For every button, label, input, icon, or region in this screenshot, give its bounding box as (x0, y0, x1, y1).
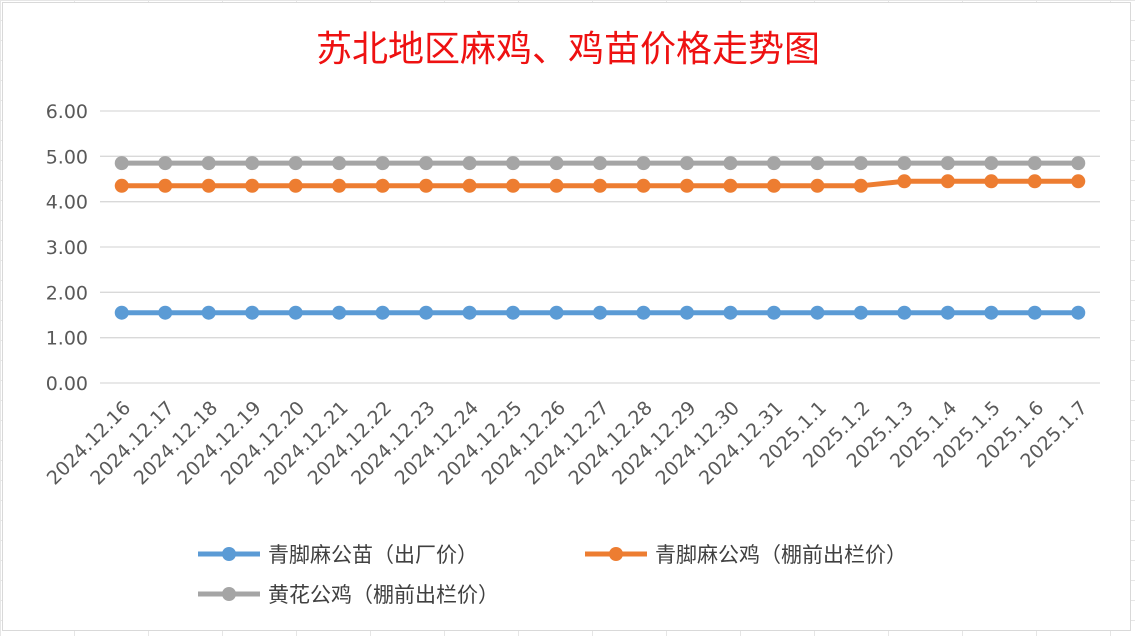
data-point (810, 178, 825, 193)
data-point (853, 305, 868, 320)
data-point (723, 178, 738, 193)
data-point (158, 156, 173, 171)
data-point (984, 305, 999, 320)
data-point (419, 156, 434, 171)
data-point (375, 156, 390, 171)
data-point (1071, 305, 1086, 320)
data-point (593, 156, 607, 171)
data-point (288, 156, 303, 171)
data-point (201, 178, 216, 193)
data-point (723, 156, 738, 171)
data-point (549, 156, 564, 171)
data-point (332, 305, 347, 320)
legend-marker (609, 547, 623, 561)
data-point (636, 305, 651, 320)
data-point (1027, 305, 1042, 320)
legend-label: 青脚麻公鸡（棚前出栏价） (655, 543, 907, 567)
data-point (288, 305, 303, 320)
data-point (940, 305, 955, 320)
data-point (201, 305, 216, 320)
data-point (114, 178, 129, 193)
line-chart: 苏北地区麻鸡、鸡苗价格走势图 0.00 1.00 2.00 3.00 4.00 5.00 6… (43, 29, 1100, 607)
data-point (897, 156, 912, 171)
data-point (245, 156, 260, 171)
y-tick-label: 0.00 (46, 373, 88, 395)
data-point (853, 178, 868, 193)
data-point (549, 305, 564, 320)
data-point (506, 178, 521, 193)
data-point (897, 305, 912, 320)
data-point (506, 305, 521, 320)
data-point (158, 305, 173, 320)
y-tick-label: 1.00 (46, 328, 88, 350)
data-point (375, 178, 390, 193)
data-point (984, 174, 999, 189)
data-point (201, 156, 216, 171)
data-point (984, 156, 999, 171)
data-point (1027, 174, 1042, 189)
data-point (419, 178, 434, 193)
x-axis-ticks: 2024.12.162024.12.172024.12.182024.12.19… (43, 397, 1092, 489)
data-point (114, 305, 129, 320)
y-tick-label: 2.00 (46, 282, 88, 304)
y-tick-label: 4.00 (46, 192, 88, 214)
data-point (766, 178, 781, 193)
y-axis-ticks: 0.00 1.00 2.00 3.00 4.00 5.00 6.00 (46, 101, 88, 395)
y-tick-label: 3.00 (46, 237, 88, 259)
data-point (114, 156, 129, 171)
data-point (636, 178, 651, 193)
legend: 青脚麻公苗（出厂价） 青脚麻公鸡（棚前出栏价） 黄花公鸡（棚前出栏价） (198, 543, 907, 607)
data-point (679, 305, 694, 320)
data-point (940, 174, 955, 189)
legend-marker (222, 587, 236, 601)
data-point (462, 305, 477, 320)
y-tick-label: 5.00 (46, 146, 88, 168)
data-point (810, 156, 825, 171)
data-point (506, 156, 521, 171)
data-point (158, 178, 173, 193)
series-layer (114, 156, 1086, 320)
data-point (245, 305, 260, 320)
data-point (1071, 174, 1086, 189)
legend-label: 黄花公鸡（棚前出栏价） (268, 583, 499, 607)
data-point (679, 156, 694, 171)
data-point (288, 178, 303, 193)
data-point (940, 156, 955, 171)
data-point (897, 174, 912, 189)
chart-title: 苏北地区麻鸡、鸡苗价格走势图 (316, 29, 820, 70)
data-point (810, 305, 825, 320)
data-point (853, 156, 868, 171)
data-point (245, 178, 260, 193)
data-point (766, 305, 781, 320)
data-point (375, 305, 390, 320)
y-tick-label: 6.00 (46, 101, 88, 123)
data-point (462, 156, 477, 171)
legend-label: 青脚麻公苗（出厂价） (268, 543, 478, 567)
data-point (332, 156, 347, 171)
data-point (1071, 156, 1086, 171)
data-point (332, 178, 347, 193)
gridlines (100, 110, 1100, 384)
legend-marker (222, 547, 236, 561)
data-point (549, 178, 564, 193)
data-point (679, 178, 694, 193)
data-point (593, 178, 607, 193)
data-point (723, 305, 738, 320)
data-point (766, 156, 781, 171)
data-point (1027, 156, 1042, 171)
data-point (419, 305, 434, 320)
data-point (636, 156, 651, 171)
data-point (593, 305, 607, 320)
data-point (462, 178, 477, 193)
